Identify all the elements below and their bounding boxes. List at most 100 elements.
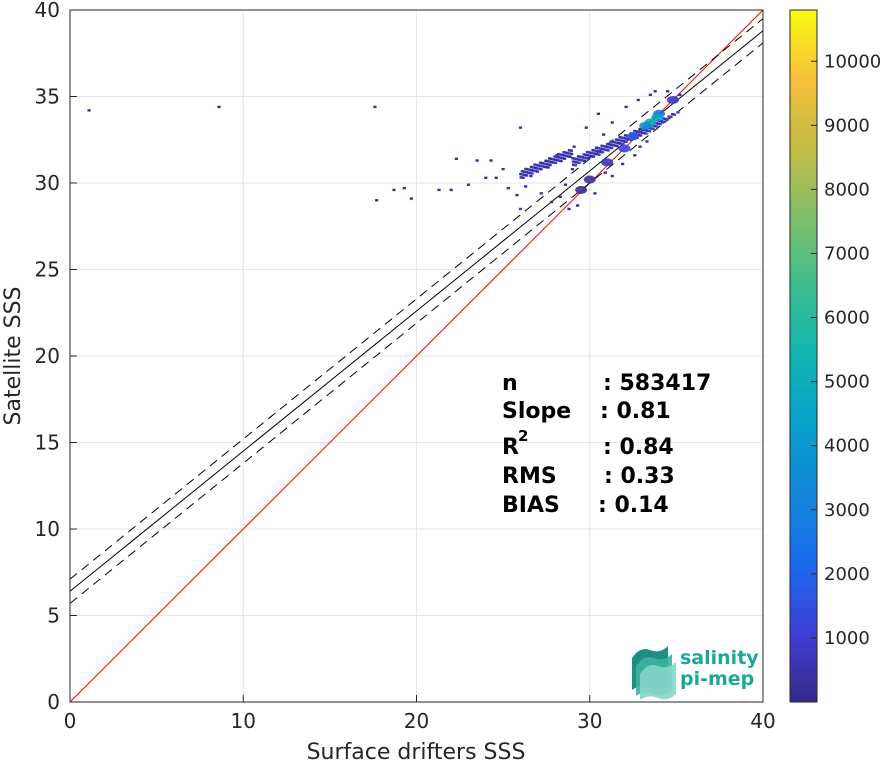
density-cell <box>621 142 625 146</box>
density-cell <box>667 115 671 118</box>
density-cell <box>588 154 592 157</box>
y-tick-label: 20 <box>35 344 60 368</box>
colorbar-tick-label: 4000 <box>824 436 870 457</box>
plot-frame <box>69 9 764 703</box>
density-cell <box>522 170 526 173</box>
density-cell <box>644 129 648 132</box>
density-cell <box>402 186 406 190</box>
density-cell <box>484 176 488 180</box>
density-cell <box>557 156 561 159</box>
density-cell <box>563 183 568 186</box>
density-cell <box>551 158 555 161</box>
x-tick-labels: 0 10 20 30 40 <box>64 709 776 733</box>
density-cell <box>539 168 543 171</box>
density-cell <box>636 130 640 134</box>
density-cell <box>544 162 548 166</box>
density-cell <box>596 112 601 115</box>
stat-slope-label: Slope <box>502 399 571 424</box>
line-fit-upper <box>69 18 764 580</box>
density-cell <box>633 154 637 157</box>
density-cell <box>573 164 578 167</box>
density-cell <box>604 145 608 148</box>
density-cell <box>489 159 493 162</box>
density-cell <box>519 172 523 176</box>
density-cell <box>640 131 644 134</box>
density-cell <box>533 169 538 173</box>
density-peak <box>639 121 652 130</box>
density-cell <box>662 120 666 123</box>
density-cell <box>590 154 594 158</box>
y-tick-label: 5 <box>47 604 60 628</box>
density-cell <box>621 162 625 166</box>
density-cell <box>475 159 479 162</box>
x-tick-label: 30 <box>577 709 602 733</box>
density-cell <box>561 157 565 160</box>
y-tick-labels: 0 5 10 15 20 25 30 35 40 <box>35 0 60 714</box>
axes <box>69 9 764 703</box>
density-cell <box>542 162 546 165</box>
density-cell <box>642 131 646 135</box>
density-cell <box>373 105 377 109</box>
density-cell <box>546 160 550 163</box>
density-cell <box>586 154 590 157</box>
density-cell <box>567 149 572 152</box>
density-cell <box>566 151 570 155</box>
density-cell <box>607 143 611 146</box>
density-cell <box>584 153 588 157</box>
stat-bias-value: : 0.14 <box>598 493 669 518</box>
density-cell <box>575 161 579 164</box>
density-cell <box>632 129 637 133</box>
density-cell <box>653 124 657 128</box>
density-cell <box>572 163 576 166</box>
density-cell <box>539 192 543 195</box>
density-cell <box>582 153 586 156</box>
density-cell <box>669 115 673 119</box>
density-cell <box>619 142 623 145</box>
density-cell <box>606 149 610 152</box>
density-peak <box>627 132 640 141</box>
density-cell <box>588 155 592 159</box>
density-cell <box>660 120 664 123</box>
density-cell <box>573 160 577 164</box>
x-tick-label: 40 <box>750 709 775 733</box>
density-cell <box>547 157 552 160</box>
density-cell <box>543 165 547 169</box>
density-cell <box>613 141 617 144</box>
stat-n-value: : 583417 <box>603 371 711 396</box>
stats-block: n : 583417 Slope : 0.81 R 2 : 0.84 RMS :… <box>502 371 711 518</box>
density-cell <box>570 167 575 171</box>
density-cell <box>557 159 561 162</box>
density-cell <box>613 144 617 147</box>
density-cell <box>595 149 599 153</box>
density-cell <box>599 150 603 154</box>
density-peak <box>618 144 631 153</box>
density-cell <box>665 118 669 121</box>
density-cell <box>594 146 599 149</box>
density-cell <box>598 147 602 150</box>
density-cell <box>611 140 615 144</box>
density-cell <box>602 145 606 148</box>
density-cell <box>535 167 539 170</box>
density-cell <box>520 170 524 173</box>
y-tick-label: 30 <box>35 171 60 195</box>
density-cell <box>555 158 559 162</box>
density-cell <box>550 200 554 204</box>
density-cell <box>591 148 595 152</box>
density-cell <box>581 159 585 162</box>
density-cell <box>623 134 628 137</box>
density-cell <box>535 163 539 167</box>
density-cell <box>616 138 621 142</box>
density-cell <box>506 186 510 190</box>
density-cell <box>558 195 562 199</box>
density-cell <box>532 169 536 172</box>
density-cell <box>649 127 653 130</box>
density-cell <box>575 157 579 161</box>
density-cell <box>595 153 599 156</box>
logo-line2: pi-mep <box>680 668 754 690</box>
density-cell <box>572 145 576 148</box>
density-peak <box>601 158 614 167</box>
density-heatmap <box>87 90 682 211</box>
density-cell <box>539 164 543 168</box>
density-peak <box>575 185 588 194</box>
density-cell <box>593 152 597 155</box>
